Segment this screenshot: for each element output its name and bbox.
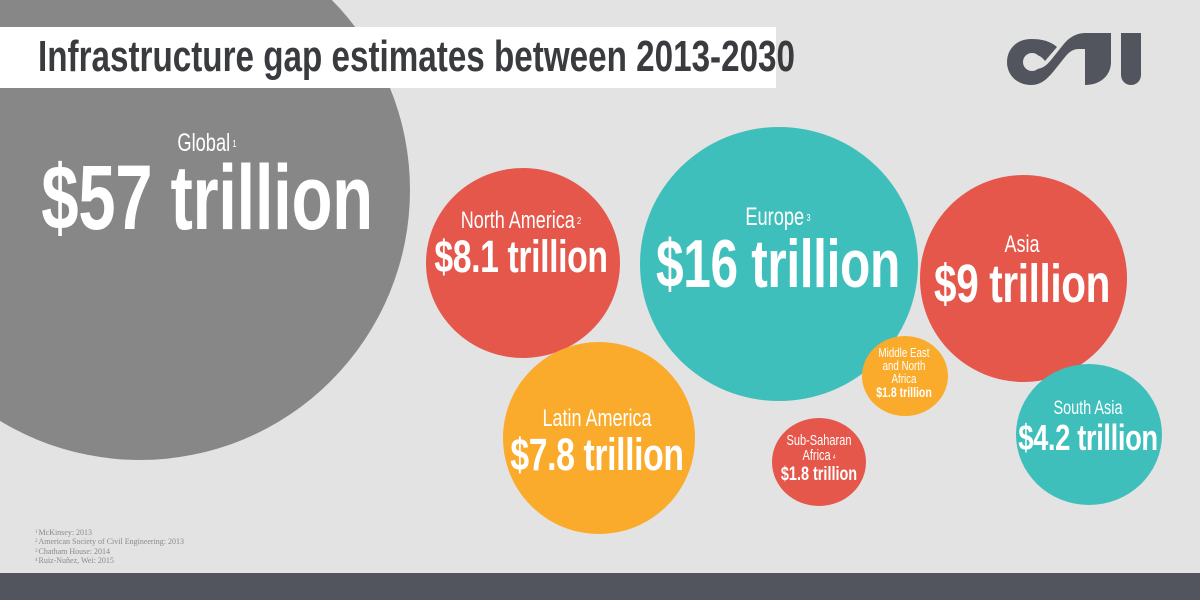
bubble-mena-text: Middle East and North Africa $1.8 trilli… [876,346,932,400]
bubble-label: and North [882,359,926,373]
bubble-ssa-text: Sub-Saharan Africa 4 $1.8 trillion [781,434,857,486]
footnote-4: 4Ruiz-Nuñez, Wei: 2015 [35,556,114,566]
bubble-label: Europe 3 [745,203,811,231]
footnotes: 1McKinsey: 2013 2American Society of Civ… [35,528,184,566]
bubble-label: Asia [1004,231,1040,258]
bubble-label: South Asia [1053,398,1123,419]
footnote-2: 2American Society of Civil Engineering: … [35,537,185,547]
footnote-1: 1McKinsey: 2013 [35,528,93,537]
odi-logo-icon [1007,33,1141,85]
bubble-value: $57 trillion [41,147,373,249]
bubble-asia [920,175,1127,382]
bubble-value: $8.1 trillion [434,231,608,282]
bubble-value: $1.8 trillion [876,385,932,400]
bubble-label: North America 2 [460,207,582,234]
bubble-north-america-text: North America 2 $8.1 trillion [434,207,608,282]
footnote-3: 3Chatham House: 2014 [35,546,111,556]
bubble-south-asia-text: South Asia $4.2 trillion [1018,398,1158,457]
bubble-value: $16 trillion [656,226,900,302]
bubble-ssa [772,418,866,506]
bubble-global-text: Global 1 $57 trillion [41,130,373,244]
bubble-value: $9 trillion [934,254,1110,314]
bubble-value: $7.8 trillion [510,429,684,480]
bubble-label: Africa [891,372,917,386]
bubble-north-america [426,168,620,358]
bubble-label: Africa 4 [802,448,836,464]
title-bar: Infrastructure gap estimates between 201… [0,27,795,88]
bubble-value: $1.8 trillion [780,464,858,485]
bubble-south-asia [1016,364,1162,505]
bubble-mena [862,336,948,416]
bubble-label: Latin America [542,405,652,432]
bubble-label: Middle East [878,346,930,360]
bubble-latin-america-text: Latin America $7.8 trillion [510,405,684,480]
bubble-label: Sub-Saharan [786,433,852,449]
page-title: Infrastructure gap estimates between 201… [38,32,796,81]
bubble-value: $4.2 trillion [1018,417,1158,458]
bubble-asia-text: Asia $9 trillion [934,231,1110,314]
bubble-label: Global 1 [177,129,237,157]
bubble-latin-america [503,342,695,534]
footer-band [0,573,1200,600]
bubble-europe-text: Europe 3 $16 trillion [656,203,900,302]
